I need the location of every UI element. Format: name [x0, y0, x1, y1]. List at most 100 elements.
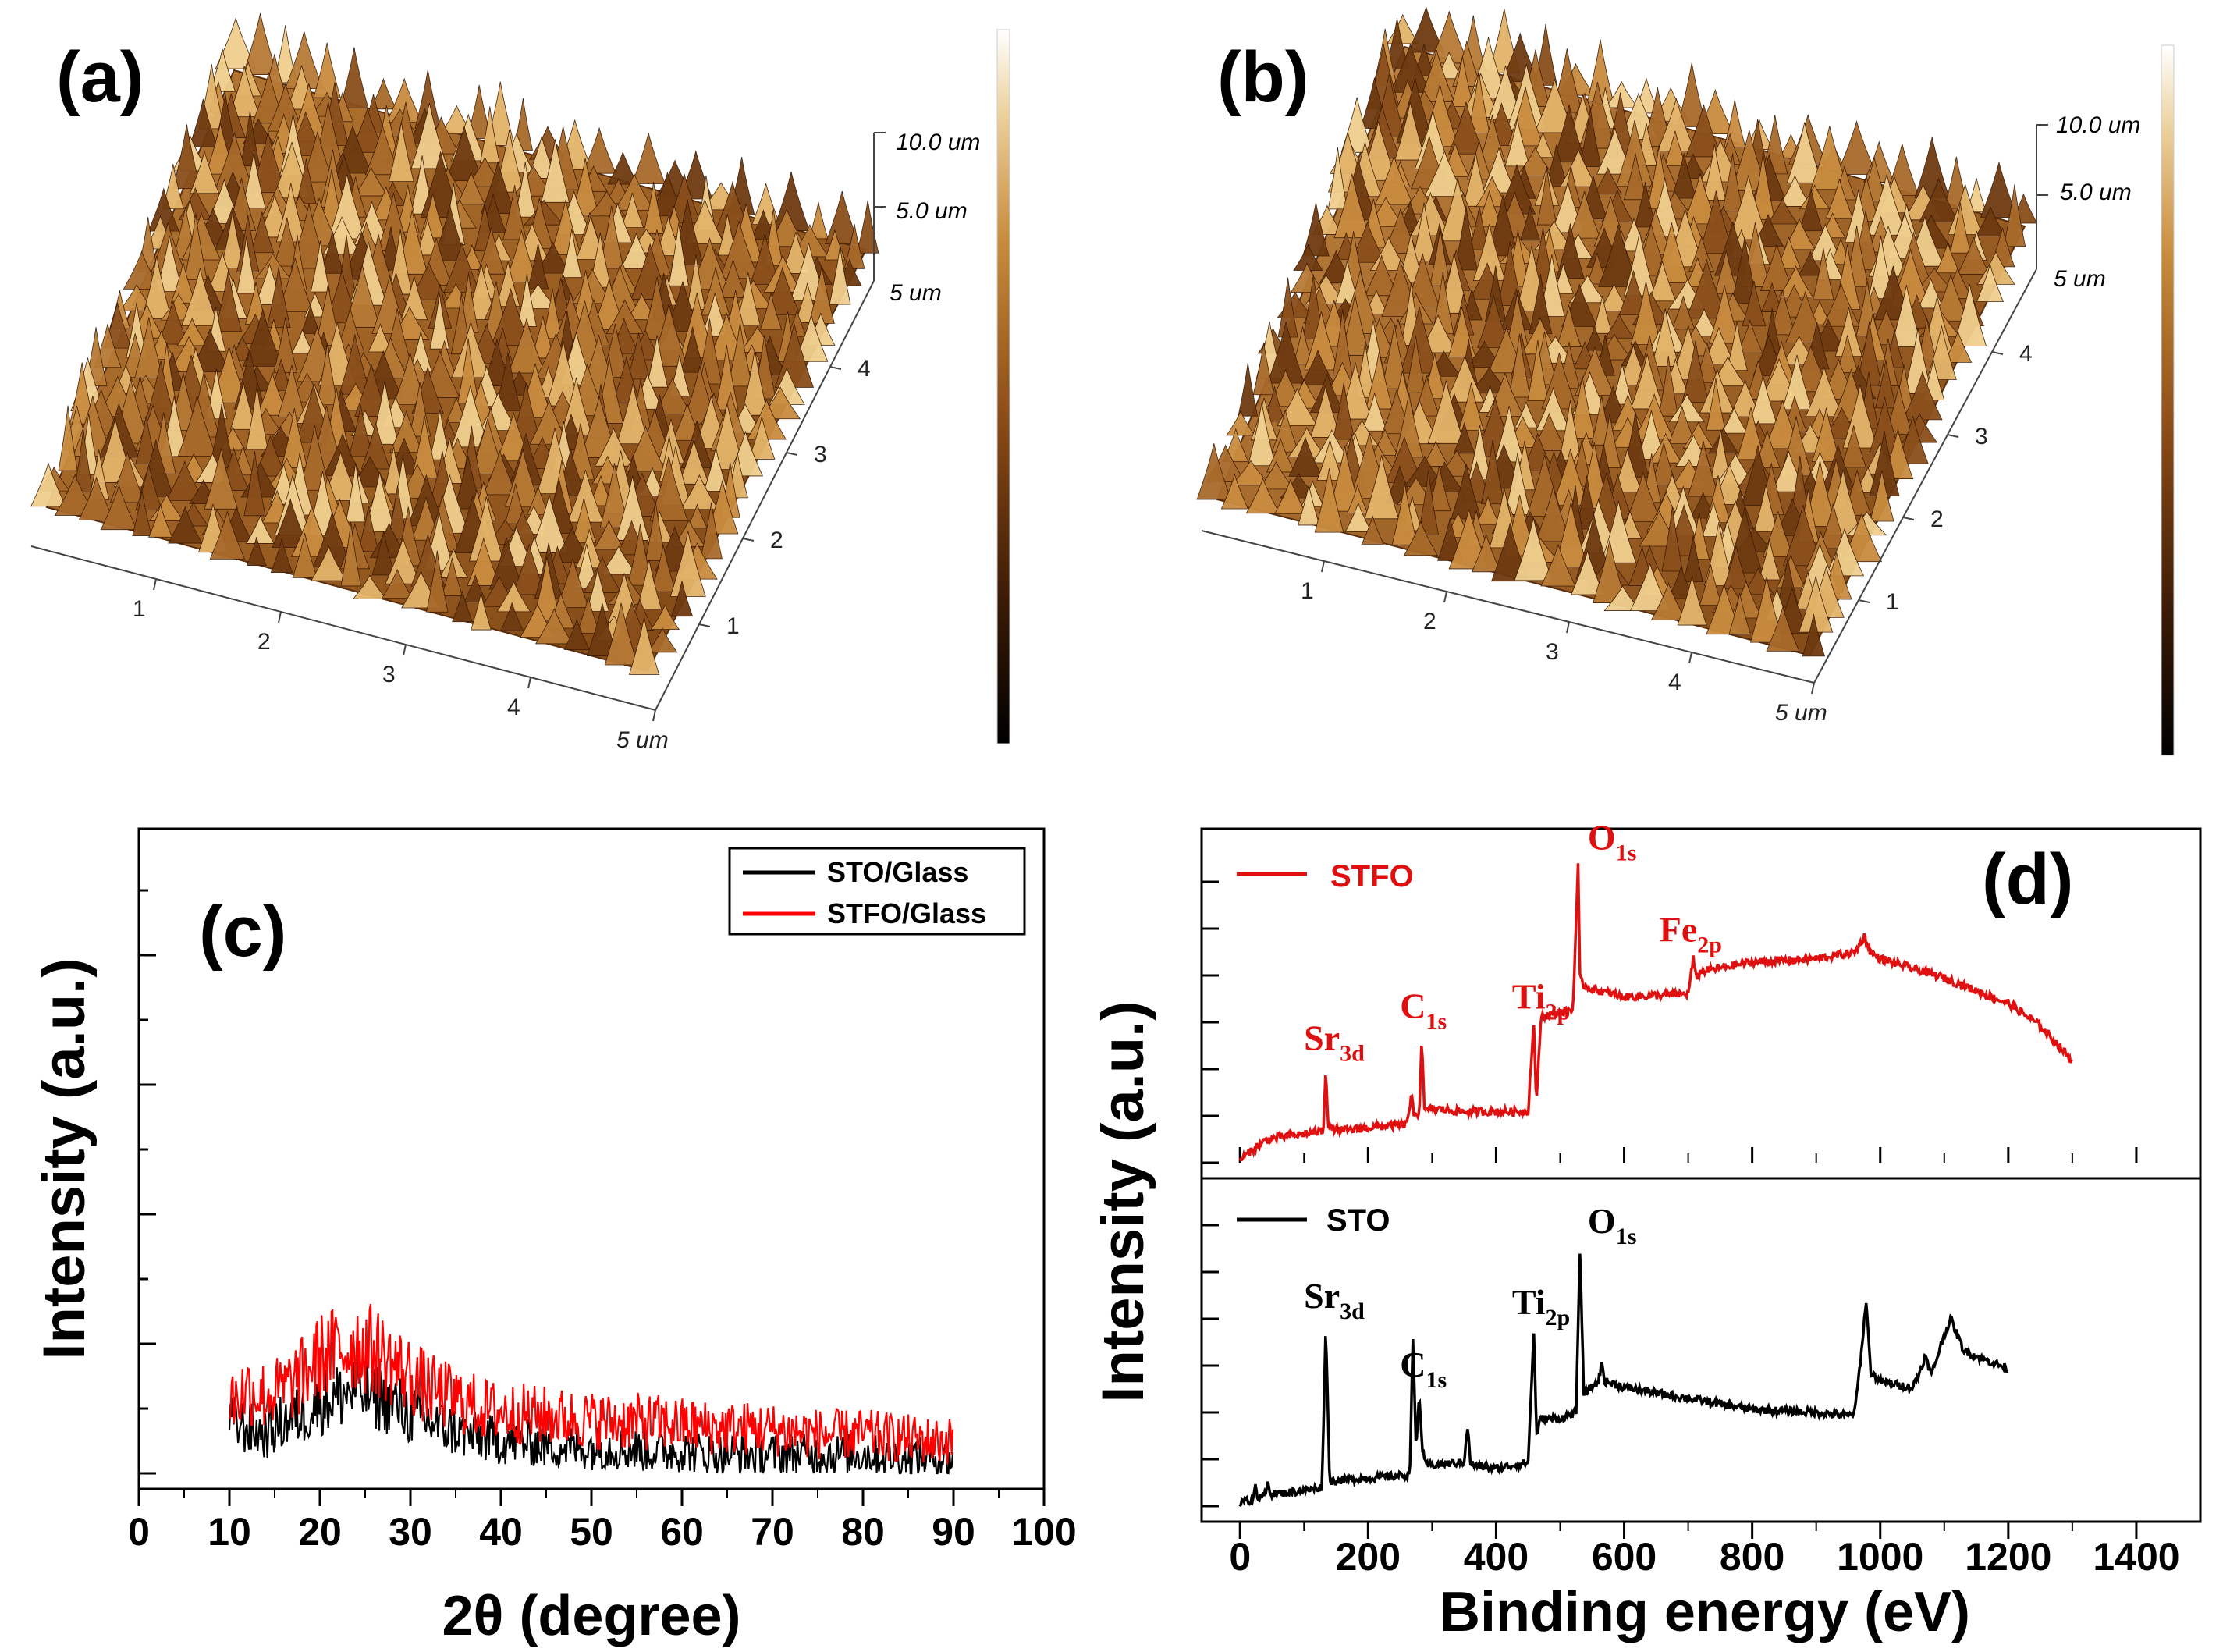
afm-peak	[277, 258, 314, 312]
afm-peak	[1657, 97, 1696, 152]
afm-peak	[496, 581, 531, 613]
afm-peak	[1687, 441, 1720, 497]
afm-peak	[507, 318, 545, 374]
afm-peak	[1288, 436, 1323, 477]
xtick-label-d: 0	[1229, 1535, 1251, 1579]
afm-peak	[1671, 153, 1697, 199]
afm-peak	[400, 275, 428, 321]
afm-peak	[1267, 322, 1305, 384]
afm-peak	[141, 255, 172, 319]
xtick-label-d: 600	[1592, 1535, 1657, 1579]
xtick-label-c: 80	[841, 1510, 885, 1554]
afm-peak	[636, 560, 662, 610]
afm-peak	[1333, 173, 1370, 239]
afm-peak	[1520, 206, 1541, 241]
xtick-label-c: 0	[128, 1510, 150, 1554]
afm-peak	[1944, 330, 1973, 363]
afm-panel-b: (b) 10.0 um 5.0 um 5 um 1 2 3 4 5 um 1 2 3 4	[1196, 5, 2175, 756]
afm-peak	[273, 317, 298, 374]
afm-peak	[1776, 236, 1802, 269]
afm-peak	[1445, 354, 1485, 403]
afm-peak	[1834, 307, 1863, 357]
afm-peak	[1552, 104, 1586, 163]
afm-peak	[328, 174, 367, 240]
afm-peak	[189, 150, 220, 194]
afm-peak	[1786, 122, 1823, 183]
afm-tick	[1947, 434, 1959, 438]
afm-peak	[1508, 333, 1531, 398]
afm-peak	[352, 574, 387, 599]
peak-label-sub: 3d	[1340, 1299, 1365, 1324]
afm-peak	[1578, 107, 1602, 167]
afm-peak	[615, 475, 650, 541]
afm-peak	[787, 309, 808, 338]
afm-peak	[1419, 50, 1455, 102]
afm-peak	[530, 494, 569, 553]
afm-peak	[290, 83, 328, 142]
plot-frame-d	[1200, 827, 2202, 1523]
panel-label-a: (a)	[56, 37, 144, 117]
afm-peak	[517, 274, 538, 327]
afm-peak	[1737, 319, 1763, 353]
afm-peak	[1554, 502, 1588, 567]
peak-label-main: Sr	[1304, 1018, 1340, 1057]
peak-label-sr-sto: Sr3d	[1304, 1276, 1365, 1324]
afm-peak	[1592, 296, 1613, 334]
afm-tick	[403, 644, 407, 656]
afm-peak	[495, 261, 520, 307]
afm-tick-label: 5 um	[616, 727, 669, 753]
afm-peak	[1568, 375, 1596, 439]
afm-tick	[1321, 560, 1325, 573]
afm-peak	[1584, 325, 1605, 351]
afm-tick-label: 4	[2019, 341, 2033, 367]
afm-peak	[1540, 543, 1576, 587]
afm-peak	[1630, 281, 1662, 346]
afm-tick-label: 1	[726, 613, 740, 639]
afm-peak	[1486, 194, 1519, 257]
afm-peak	[1394, 101, 1426, 161]
afm-peak	[1650, 442, 1677, 486]
legend-stfo: STFO	[1237, 859, 1414, 894]
afm-peak	[1825, 179, 1854, 219]
afm-peak	[243, 12, 279, 75]
afm-tick	[1443, 591, 1447, 603]
afm-peak	[189, 98, 218, 147]
afm-peak	[701, 267, 730, 316]
afm-peak	[1976, 263, 2005, 302]
afm-peak	[647, 627, 678, 653]
afm-peak	[1710, 429, 1731, 479]
afm-peak	[759, 293, 783, 330]
afm-peak	[414, 69, 442, 129]
afm-peak	[746, 399, 787, 440]
afm-peak	[1412, 202, 1436, 261]
afm-peak	[856, 200, 879, 254]
afm-peak	[1504, 293, 1531, 355]
afm-tick-label: 3	[1975, 424, 1988, 449]
afm-peak	[703, 447, 729, 492]
afm-peak	[1726, 322, 1748, 371]
afm-peak	[1805, 366, 1844, 417]
peak-label-ti-sto: Ti2p	[1512, 1282, 1570, 1330]
afm-peak	[1769, 290, 1796, 336]
afm-peak	[1902, 371, 1943, 421]
afm-tick-label: 2	[1930, 506, 1944, 532]
afm-peak	[1975, 206, 2006, 236]
afm-peak	[1391, 483, 1419, 545]
afm-peak	[181, 268, 219, 326]
afm-peak	[582, 556, 623, 593]
afm-peak	[1404, 253, 1440, 307]
peak-label-o-sto: O1s	[1588, 1201, 1636, 1249]
xtick-label-c: 50	[570, 1510, 613, 1554]
afm-peak	[1919, 177, 1958, 222]
afm-peak	[657, 418, 685, 464]
afm-peak	[1340, 294, 1370, 356]
afm-peak	[1453, 422, 1475, 454]
afm-panel-a: (a) 10.0 um 5.0 um 5 um 1 2 3 4 5 um 1 2 3 4	[30, 12, 1010, 753]
afm-peak	[409, 331, 432, 371]
afm-peak	[1841, 425, 1867, 468]
z-label-b-10: 10.0 um	[2056, 112, 2140, 138]
afm-peak	[1836, 335, 1859, 373]
afm-peak	[208, 403, 235, 468]
afm-peak	[1949, 202, 1971, 254]
afm-peak	[594, 427, 634, 467]
